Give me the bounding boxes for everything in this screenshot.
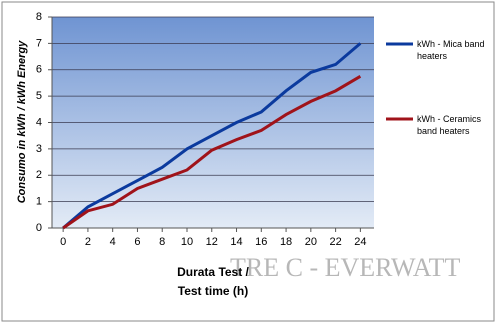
y-tick-label: 5 [36, 90, 42, 102]
x-axis-label: Durata Test / [177, 265, 249, 279]
y-tick-label: 6 [36, 64, 42, 76]
y-tick-label: 0 [36, 222, 42, 234]
x-tick-label: 8 [159, 236, 165, 248]
x-tick-label: 4 [110, 236, 116, 248]
watermark: TRE C - EVERWATT [230, 253, 460, 282]
x-tick-label: 0 [60, 236, 66, 248]
y-tick-label: 2 [36, 169, 42, 181]
x-tick-label: 20 [305, 236, 317, 248]
y-tick-label: 4 [36, 116, 42, 128]
legend-label: kWh - Ceramics band heaters [417, 114, 482, 136]
y-tick-label: 1 [36, 196, 42, 208]
x-tick-label: 6 [134, 236, 140, 248]
y-tick-label: 7 [36, 37, 42, 49]
data-line [62, 75, 362, 230]
x-tick-label: 10 [181, 236, 193, 248]
x-tick-label: 2 [85, 236, 91, 248]
x-tick-label: 12 [206, 236, 218, 248]
y-tick-label: 8 [36, 11, 42, 23]
data-line [62, 42, 362, 230]
x-tick-label: 16 [255, 236, 267, 248]
x-tick-label: 14 [230, 236, 242, 248]
legend-label: kWh - Mica band heaters [417, 39, 485, 61]
y-axis-label: Consumo in kWh / kWh Energy [16, 40, 28, 203]
x-tick-label: 24 [354, 236, 366, 248]
y-tick-label: 3 [36, 143, 42, 155]
x-tick-label: 22 [329, 236, 341, 248]
x-axis-label: Test time (h) [178, 284, 248, 298]
x-tick-label: 18 [280, 236, 292, 248]
